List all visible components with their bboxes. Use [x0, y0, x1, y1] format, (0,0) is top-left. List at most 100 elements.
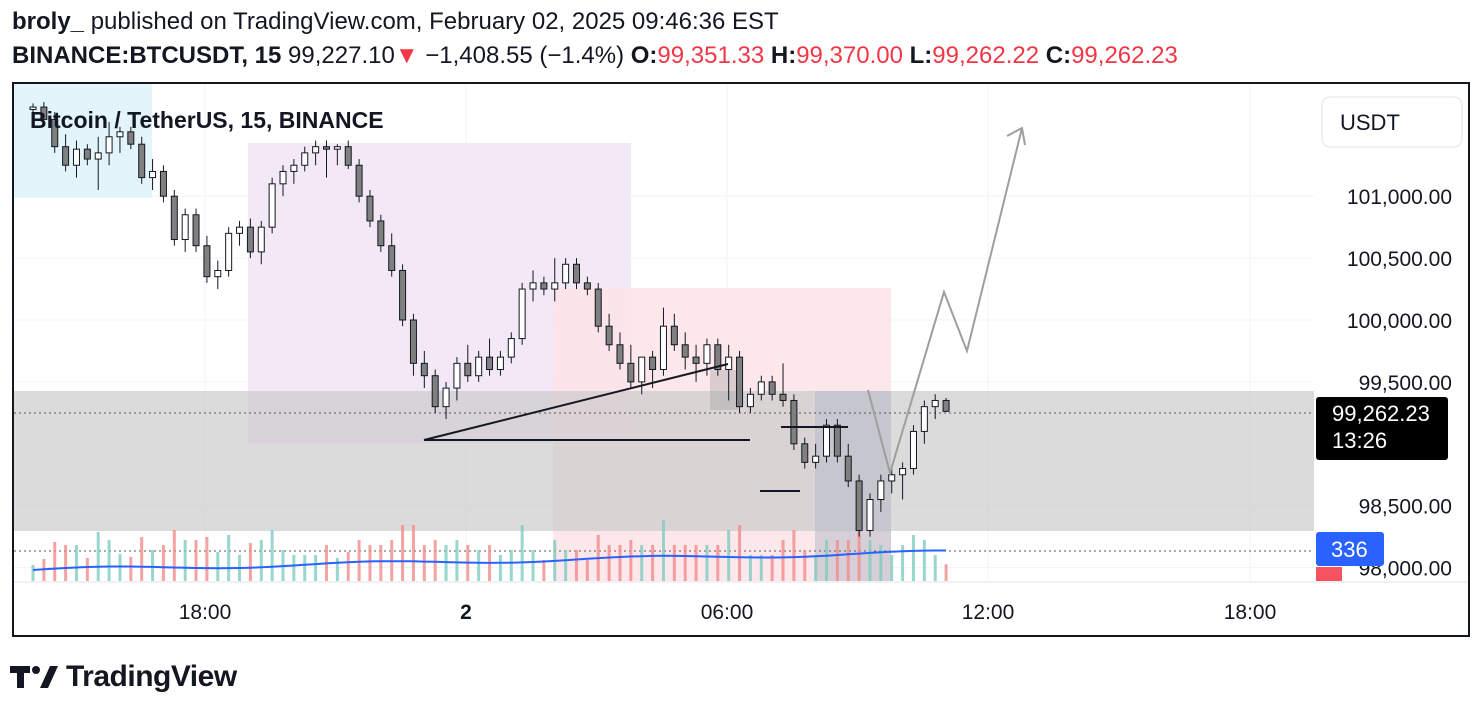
- volume-bar: [194, 540, 198, 581]
- time-axis[interactable]: 18:00 2 06:00 12:00 18:00: [179, 601, 1277, 624]
- candle-body: [83, 148, 91, 160]
- volume-bar: [890, 555, 894, 581]
- volume-bar: [672, 545, 676, 581]
- candle-body: [475, 356, 483, 377]
- volume-bar: [31, 565, 35, 581]
- candle-body: [703, 344, 711, 364]
- candle-body: [583, 282, 591, 290]
- price-tag-value: 99,262.23: [1332, 401, 1430, 426]
- candle-body: [257, 226, 265, 253]
- candle-body: [681, 344, 689, 358]
- ohlc-line: BINANCE:BTCUSDT, 15 99,227.10▼ −1,408.55…: [12, 42, 1178, 70]
- published-text: published on TradingView.com, February 0…: [84, 8, 779, 35]
- volume-bar: [509, 550, 513, 581]
- chart-panel[interactable]: [12, 82, 1470, 637]
- drawings[interactable]: [423, 126, 1026, 492]
- candle-body: [616, 344, 624, 364]
- candle-body: [942, 399, 950, 412]
- tradingview-logo-icon: [10, 666, 58, 688]
- low-value: 99,262.22: [932, 42, 1040, 69]
- volume-tag: [1316, 532, 1384, 566]
- time-tick-label: 18:00: [179, 601, 232, 624]
- volume-bar: [422, 545, 426, 581]
- author-name[interactable]: broly_: [12, 8, 85, 35]
- volume-bar: [640, 545, 644, 581]
- volume-bar: [314, 555, 318, 581]
- volume-bar: [661, 520, 665, 581]
- candle-body: [746, 393, 754, 408]
- volume-bar: [270, 530, 274, 581]
- candle-body: [823, 424, 831, 457]
- volume-bar: [85, 558, 89, 581]
- candle-body: [931, 399, 939, 408]
- volume-bar: [781, 540, 785, 581]
- volume-bar: [738, 525, 742, 581]
- volume-bar: [455, 540, 459, 581]
- tradingview-logo[interactable]: TradingView: [10, 657, 237, 697]
- candle-body: [899, 468, 907, 476]
- volume-bar: [129, 557, 133, 581]
- volume-bar: [401, 525, 405, 581]
- candle-body: [768, 381, 776, 395]
- volume-bar: [922, 540, 926, 581]
- volume-bar: [629, 540, 633, 581]
- candle-body: [268, 183, 276, 228]
- candle-body: [246, 226, 254, 253]
- candle-body: [605, 325, 613, 346]
- volume-bar: [901, 545, 905, 581]
- candle-body: [29, 106, 37, 111]
- currency-label[interactable]: USDT: [1340, 110, 1400, 135]
- candle-body: [627, 362, 635, 383]
- candle-body: [127, 131, 135, 145]
- volume-bar: [140, 537, 144, 581]
- volume-bar: [618, 545, 622, 581]
- candle-body: [790, 399, 798, 445]
- close-label: C:: [1045, 42, 1072, 69]
- volume-bar: [814, 555, 818, 581]
- volume-bar: [651, 545, 655, 581]
- price-axis[interactable]: 101,000.00 100,500.00 100,000.00 99,500.00 9…: [1347, 186, 1452, 580]
- time-tick-label: 18:00: [1224, 601, 1277, 624]
- projection-path: [867, 127, 1023, 477]
- volume-bar: [172, 530, 176, 581]
- volume-bar: [161, 545, 165, 581]
- volume-bar: [933, 555, 937, 581]
- candle-body: [105, 136, 113, 154]
- candle-body: [714, 344, 722, 371]
- volume-bar: [477, 550, 481, 581]
- candle-body: [844, 455, 852, 482]
- candle-body: [116, 131, 124, 138]
- price-tick-label: 100,500.00: [1347, 248, 1452, 271]
- volume-bar: [575, 550, 578, 581]
- symbol-label[interactable]: BINANCE:BTCUSDT, 15: [12, 42, 282, 69]
- volume-bar: [259, 540, 263, 581]
- candle-body: [62, 146, 70, 166]
- candle-body: [594, 288, 602, 327]
- low-label: L:: [909, 42, 933, 69]
- volume-bar: [879, 545, 883, 581]
- price-tag: [1316, 397, 1448, 460]
- volume-bar: [911, 535, 915, 581]
- candle-body: [377, 220, 385, 247]
- price-tick-label: 98,500.00: [1359, 496, 1452, 519]
- volume-bar: [803, 550, 807, 581]
- candle-body: [725, 356, 733, 371]
- volume-bar: [607, 545, 611, 581]
- time-tick-label: 12:00: [962, 601, 1015, 624]
- candle-body: [355, 164, 363, 197]
- high-value: 99,370.00: [796, 42, 903, 69]
- volume-bar: [411, 525, 415, 581]
- volume-bar: [248, 543, 252, 581]
- candle-body: [507, 338, 515, 358]
- price-tick-label: 101,000.00: [1347, 186, 1452, 209]
- candle-body: [573, 263, 580, 284]
- candle-body: [779, 393, 787, 401]
- volume-bar: [368, 545, 372, 581]
- time-tick-label: 2: [460, 601, 472, 624]
- candle-body: [399, 269, 407, 321]
- volume-bar: [531, 550, 535, 581]
- close-value: 99,262.23: [1071, 42, 1178, 69]
- down-arrow-icon: ▼: [394, 42, 419, 69]
- volume-bar: [107, 540, 111, 581]
